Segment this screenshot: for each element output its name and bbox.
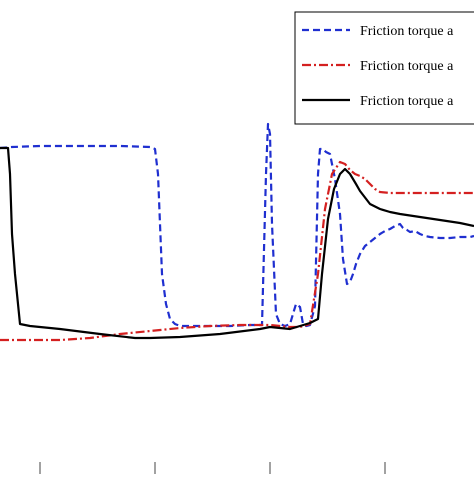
series-line-1 bbox=[0, 160, 474, 342]
legend-label-1: Friction torque a bbox=[360, 59, 454, 74]
legend-label-0: Friction torque a bbox=[360, 24, 454, 39]
legend: Friction torque a Friction torque a Fricti… bbox=[294, 11, 474, 125]
series-line-0 bbox=[0, 122, 474, 328]
series-line-2 bbox=[0, 146, 474, 340]
legend-label-2: Friction torque a bbox=[360, 94, 454, 109]
axis-ticks bbox=[39, 462, 386, 474]
series-layer bbox=[0, 122, 474, 342]
